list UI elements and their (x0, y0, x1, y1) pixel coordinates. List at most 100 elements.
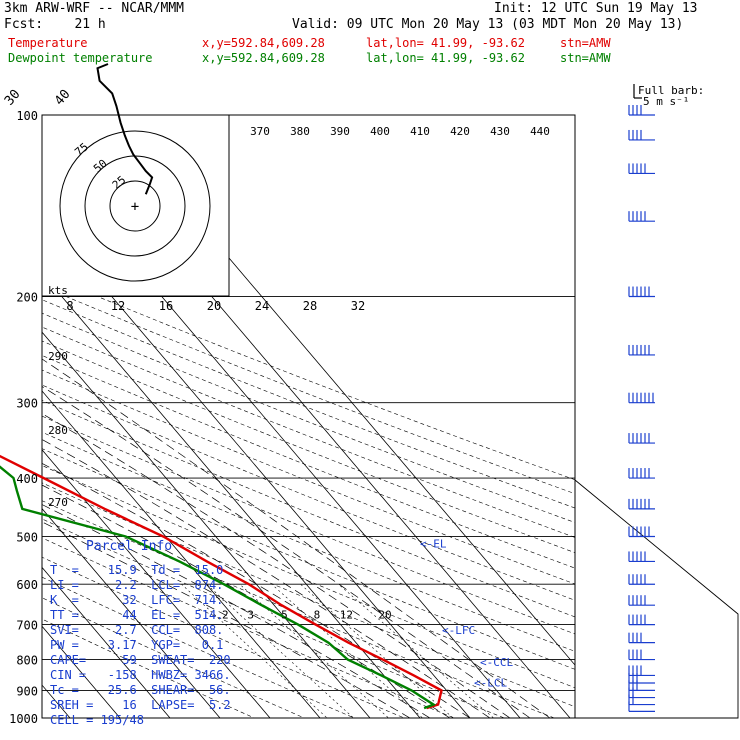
dewpoint-legend-stn: stn=AMW (560, 51, 611, 65)
wind-barb (628, 526, 655, 538)
theta-label: 440 (530, 125, 550, 138)
dry-adiabat-line (42, 286, 575, 495)
wind-barb (628, 105, 655, 116)
speed-tick-label: 32 (351, 299, 365, 313)
wind-barb (628, 344, 655, 356)
parcel-info-row: LI = 2.2 LCL= 874. (50, 578, 224, 592)
parcel-info-row: TT = 44 EL = 514. (50, 608, 224, 622)
speed-tick-label: 16 (159, 299, 173, 313)
pressure-tick-label: 400 (16, 472, 38, 486)
theta-label: 270 (48, 496, 68, 509)
mixing-ratio-label: 3 (247, 609, 254, 622)
dry-adiabat-line (42, 465, 575, 689)
theta-label: 380 (290, 125, 310, 138)
wind-barb (628, 574, 655, 585)
wind-barb (628, 433, 655, 444)
dewpoint-line (0, 465, 437, 710)
dry-adiabat-line (42, 400, 575, 618)
mixing-ratio-label: 8 (314, 609, 321, 622)
wind-barb (628, 551, 655, 563)
wind-barb (628, 211, 655, 222)
pressure-tick-label: 1000 (9, 712, 38, 726)
sounding-series (0, 454, 443, 710)
level-marker-ccl: <-CCL (480, 656, 513, 669)
level-marker-lcl: <-LCL (474, 677, 507, 690)
parcel-info-row: PW = 3.17 YGP= 0.1 (50, 638, 224, 652)
wind-barb (628, 392, 655, 404)
wind-barbs (628, 105, 655, 712)
moist-adiabat-line (42, 386, 531, 718)
dry-adiabat-line (42, 537, 456, 718)
parcel-info-row: CAPE= 59 SWEAT= 220 (50, 653, 231, 667)
dry-adiabat-line (42, 448, 575, 670)
temperature-legend-xy: x,y=592.84,609.28 (202, 36, 325, 50)
barb-legend-line1: Full barb: (638, 84, 704, 97)
mixing-ratio-line (338, 583, 495, 718)
hodograph-box (41, 114, 230, 297)
temperature-line (0, 454, 443, 710)
theta-label: 420 (450, 125, 470, 138)
wind-barb (628, 649, 655, 661)
hodograph-trace (96, 63, 154, 195)
mixing-ratio-label: 12 (340, 609, 353, 622)
pressure-tick-label: 100 (16, 109, 38, 123)
wind-barb (628, 163, 655, 175)
header-line1-left: 3km ARW-WRF -- NCAR/MMM (4, 1, 185, 16)
isotherm-line (42, 507, 221, 718)
speed-tick-label: 24 (255, 299, 269, 313)
wind-barb (628, 614, 655, 626)
theta-label: 290 (48, 350, 68, 363)
temperature-tick-label: 40 (52, 87, 74, 109)
pressure-tick-label: 300 (16, 397, 38, 411)
pressure-tick-label: 800 (16, 654, 38, 668)
dry-adiabat-line (42, 340, 575, 553)
theta-label: 430 (490, 125, 510, 138)
theta-label: 390 (330, 125, 350, 138)
theta-label: 280 (48, 424, 68, 437)
dry-adiabat-line (42, 518, 506, 718)
lower-right-frame (574, 479, 739, 719)
mixing-ratio-line (300, 583, 454, 718)
dry-adiabat-line (42, 273, 575, 481)
dewpoint-legend-latlon: lat,lon= 41.99, -93.62 (366, 51, 525, 65)
pressure-tick-label: 600 (16, 578, 38, 592)
mixing-ratio-line (181, 583, 328, 718)
pressure-tick-label: 700 (16, 619, 38, 633)
parcel-info-title: Parcel Info (86, 539, 173, 554)
dry-adiabat-line (42, 415, 575, 635)
parcel-info-row: Tc = 25.6 SHEAR= 56. (50, 683, 231, 697)
wind-barb (628, 595, 655, 606)
wind-barb (628, 286, 655, 298)
isotherm-line (0, 115, 31, 731)
hodograph-ring (59, 130, 211, 282)
wind-barb (628, 468, 655, 479)
header-line2-left: Fcst: 21 h (4, 17, 106, 32)
dewpoint-legend-label: Dewpoint temperature (8, 51, 153, 65)
parcel-info-row: K = 32 LFC= 714. (50, 593, 224, 607)
speed-tick-label: 20 (207, 299, 221, 313)
isotherm-line (42, 272, 421, 718)
header-line1-right: Init: 12 UTC Sun 19 May 13 (494, 1, 698, 16)
hodograph-center: + (131, 199, 139, 215)
pressure-tick-label: 500 (16, 530, 38, 544)
moist-adiabat-line (42, 521, 411, 718)
dry-adiabat-line (42, 326, 575, 538)
temperature-legend-label: Temperature (8, 36, 88, 50)
header-line2-right: Valid: 09 UTC Mon 20 May 13 (03 MDT Mon … (292, 17, 684, 32)
temperature-legend-latlon: lat,lon= 41.99, -93.62 (366, 36, 525, 50)
isotherm-line (42, 390, 321, 718)
diagram-labels: 1002003004005006007008009001000-80-70-60… (2, 84, 704, 726)
parcel-info-row: SVI= 2.7 CCL= 808. (50, 623, 224, 637)
dry-adiabat-line (42, 576, 356, 718)
wind-barb (628, 129, 655, 141)
pressure-tick-label: 900 (16, 684, 38, 698)
wind-barb (628, 498, 655, 510)
mixing-ratio-label: 2 (222, 609, 229, 622)
speed-tick-label: 12 (111, 299, 125, 313)
wind-barb (628, 632, 655, 644)
parcel-info-row: CELL = 195/48 (50, 713, 144, 727)
hodograph-kts-label: kts (48, 284, 68, 297)
theta-label: 410 (410, 125, 430, 138)
theta-label: 400 (370, 125, 390, 138)
